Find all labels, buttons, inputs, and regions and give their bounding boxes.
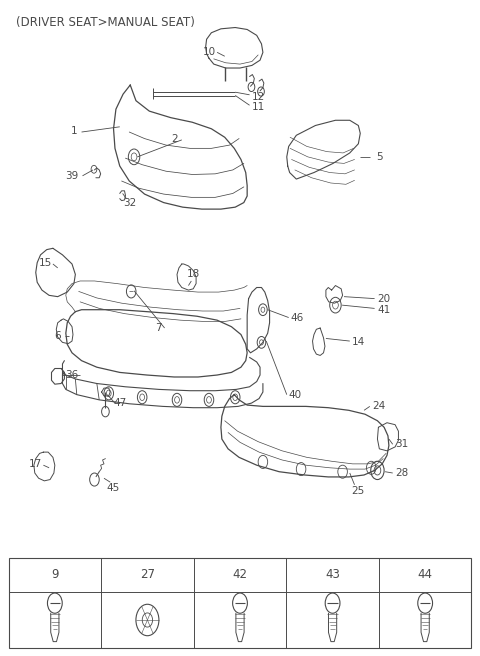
Text: 18: 18 xyxy=(187,269,200,279)
Text: 10: 10 xyxy=(203,47,216,57)
Text: 6: 6 xyxy=(54,331,61,341)
Text: 31: 31 xyxy=(396,440,409,449)
Text: 27: 27 xyxy=(140,568,155,581)
Text: 17: 17 xyxy=(29,459,42,469)
Text: 1: 1 xyxy=(71,126,77,136)
Text: 25: 25 xyxy=(352,486,365,497)
Text: 28: 28 xyxy=(396,468,409,478)
Text: 42: 42 xyxy=(232,568,248,581)
Text: 5: 5 xyxy=(376,152,383,162)
Text: 40: 40 xyxy=(288,390,301,400)
Text: 43: 43 xyxy=(325,568,340,581)
Text: 2: 2 xyxy=(171,134,178,144)
Text: 46: 46 xyxy=(291,312,304,323)
Text: 9: 9 xyxy=(51,568,59,581)
Text: (DRIVER SEAT>MANUAL SEAT): (DRIVER SEAT>MANUAL SEAT) xyxy=(16,16,194,29)
Text: 12: 12 xyxy=(252,92,265,102)
Text: 32: 32 xyxy=(123,197,136,207)
Text: 14: 14 xyxy=(352,337,365,348)
Text: 20: 20 xyxy=(378,294,391,304)
Text: 47: 47 xyxy=(113,398,126,408)
Text: 45: 45 xyxy=(107,483,120,493)
Text: 39: 39 xyxy=(65,171,79,181)
Text: 36: 36 xyxy=(65,370,79,380)
Text: 11: 11 xyxy=(252,102,265,112)
Text: 44: 44 xyxy=(418,568,432,581)
Bar xyxy=(9,558,471,648)
Text: 41: 41 xyxy=(377,304,391,315)
Text: 24: 24 xyxy=(373,401,386,411)
Text: 15: 15 xyxy=(39,258,52,268)
Text: 7: 7 xyxy=(156,323,162,333)
